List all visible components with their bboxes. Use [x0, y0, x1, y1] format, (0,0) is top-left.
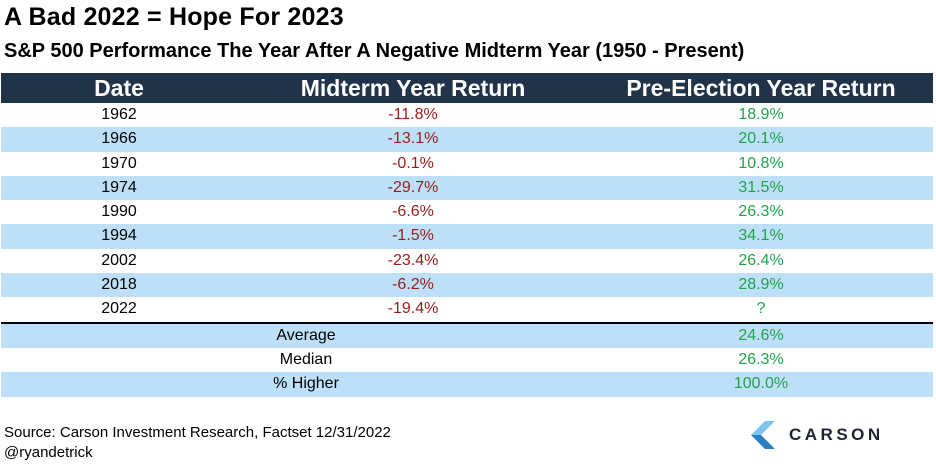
row-date-cell: 1970 [101, 154, 137, 172]
chart-subtitle: S&P 500 Performance The Year After A Neg… [4, 40, 745, 62]
table-header: Date Midterm Year Return Pre-Election Ye… [1, 73, 933, 103]
row-preelection-return-cell: ? [756, 300, 766, 318]
row-midterm-return-cell: -1.5% [392, 227, 434, 245]
header-midterm-return: Midterm Year Return [300, 75, 526, 101]
summary-label: Average [276, 326, 336, 344]
row-midterm-return-cell: -11.8% [388, 106, 438, 123]
row-date-cell: 1994 [101, 227, 137, 245]
row-date-cell: 2022 [101, 300, 137, 318]
table-row: 1990 -6.6% 26.3% [1, 200, 933, 224]
row-preelection-return-cell: 34.1% [738, 227, 784, 245]
table-row: 1974 -29.7% 31.5% [1, 175, 933, 201]
carson-logo-text: CARSON [789, 425, 884, 444]
header-date: Date [94, 75, 144, 101]
row-preelection-return-cell: 26.4% [738, 251, 784, 269]
row-midterm-return-cell: -29.7% [387, 178, 439, 196]
summary-row: Median 26.3% [1, 348, 933, 372]
summary-divider [1, 321, 933, 324]
table-row: 1994 -1.5% 34.1% [1, 224, 933, 249]
table-row: 2022 -19.4%? [1, 297, 933, 321]
summary-value: 26.3% [738, 350, 784, 368]
row-preelection-return-cell: 20.1% [738, 130, 784, 148]
row-preelection-return-cell: 10.8% [738, 154, 784, 172]
summary-label: % Higher [273, 375, 339, 393]
summary-row: Average 24.6% [1, 323, 933, 348]
chart-title: A Bad 2022 = Hope For 2023 [4, 3, 344, 31]
author-handle: @ryandetrick [4, 444, 93, 461]
row-date-cell: 2018 [101, 276, 137, 294]
summary-label: Median [279, 350, 333, 368]
table-row: 2002 -23.4% 26.4% [1, 249, 933, 273]
row-date-cell: 1962 [101, 106, 137, 123]
table-row: 1962 -11.8% 18.9% [1, 103, 933, 127]
row-preelection-return-cell: 26.3% [738, 203, 784, 221]
row-midterm-return-cell: -6.6% [392, 203, 434, 221]
row-midterm-return-cell: -0.1% [392, 154, 434, 172]
row-date-cell: 2002 [101, 251, 137, 269]
row-date-cell: 1966 [101, 130, 137, 148]
row-date-cell: 1974 [101, 178, 137, 196]
row-midterm-return-cell: -23.4% [387, 251, 439, 269]
row-midterm-return-cell: -13.1% [387, 130, 439, 148]
row-midterm-return-cell: -6.2% [392, 276, 434, 294]
returns-table: Date Midterm Year Return Pre-Election Ye… [1, 73, 933, 397]
row-preelection-return-cell: 18.9% [738, 106, 784, 123]
table-row: 2018 -6.2% 28.9% [1, 273, 933, 298]
carson-logo: CARSON [751, 420, 884, 450]
summary-section: Average 24.6% Median 26.3% % Higher 100.0% [1, 323, 933, 397]
source-note: Source: Carson Investment Research, Fact… [4, 424, 391, 441]
row-preelection-return-cell: 28.9% [738, 276, 784, 294]
summary-value: 100.0% [733, 375, 789, 393]
table-row: 1970 -0.1% 10.8% [1, 152, 933, 176]
row-preelection-return-cell: 31.5% [738, 178, 784, 196]
table-row: 1966 -13.1% 20.1% [1, 127, 933, 152]
summary-row: % Higher 100.0% [1, 372, 933, 397]
summary-value: 24.6% [738, 326, 784, 344]
carson-logo-icon [751, 421, 775, 449]
table-body: 1962 -11.8% 18.9% 1966 -13.1% 20.1% 1970 -0.1% 1… [1, 103, 933, 322]
row-midterm-return-cell: -19.4% [387, 300, 439, 318]
header-preelection-return: Pre-Election Year Return [626, 75, 896, 101]
row-date-cell: 1990 [101, 203, 137, 221]
